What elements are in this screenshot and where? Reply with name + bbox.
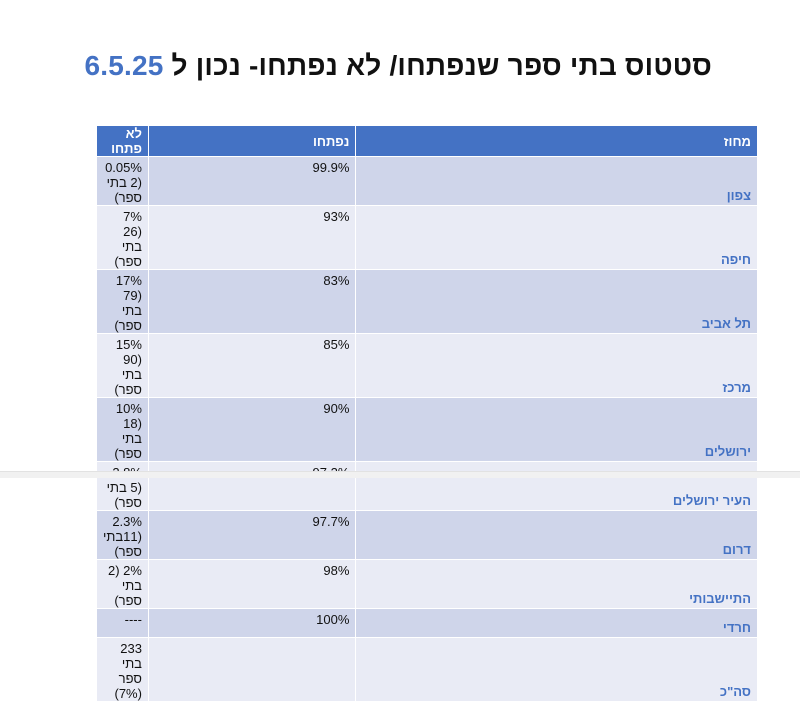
district-cell: סה"כ bbox=[356, 638, 757, 701]
table-row: צפון 99.9% 0.05% (2 בתי ספר) bbox=[97, 157, 758, 206]
not-opened-cell: 2.3% (11בתי ספר) bbox=[97, 511, 149, 560]
table-header-row: מחוז נפתחו לא פתחו bbox=[97, 126, 758, 157]
district-cell: מרכז bbox=[356, 334, 757, 398]
header-district: מחוז bbox=[356, 126, 757, 157]
opened-cell bbox=[148, 638, 355, 701]
table-row: מרכז 85% 15% (90 בתי ספר) bbox=[97, 334, 758, 398]
table-row: דרום 97.7% 2.3% (11בתי ספר) bbox=[97, 511, 758, 560]
district-cell: העיר ירושלים bbox=[356, 462, 757, 511]
not-opened-cell: 17% (79 בתי ספר) bbox=[97, 270, 149, 334]
district-cell: צפון bbox=[356, 157, 757, 206]
district-cell: התיישבותי bbox=[356, 560, 757, 609]
table-row-total: סה"כ 233 בתי ספר (7%) bbox=[97, 638, 758, 701]
bottom-bar bbox=[0, 471, 800, 478]
opened-cell: 100% bbox=[148, 609, 355, 638]
table-row: תל אביב 83% 17% (79 בתי ספר) bbox=[97, 270, 758, 334]
district-cell: תל אביב bbox=[356, 270, 757, 334]
header-not-opened: לא פתחו bbox=[97, 126, 149, 157]
table-row: חרדי 100% ---- bbox=[97, 609, 758, 638]
not-opened-cell: 15% (90 בתי ספר) bbox=[97, 334, 149, 398]
district-cell: דרום bbox=[356, 511, 757, 560]
not-opened-cell: 10% (18 בתי ספר) bbox=[97, 398, 149, 462]
header-opened: נפתחו bbox=[148, 126, 355, 157]
table-row: העיר ירושלים 97.2% 2.8%(5 בתי ספר) bbox=[97, 462, 758, 511]
not-opened-cell: 0.05% (2 בתי ספר) bbox=[97, 157, 149, 206]
opened-cell: 85% bbox=[148, 334, 355, 398]
opened-cell: 98% bbox=[148, 560, 355, 609]
not-opened-cell: 233 בתי ספר (7%) bbox=[97, 638, 149, 701]
not-opened-cell: ---- bbox=[97, 609, 149, 638]
not-opened-cell: 2% (2 בתי ספר) bbox=[97, 560, 149, 609]
district-cell: חרדי bbox=[356, 609, 757, 638]
opened-cell: 93% bbox=[148, 206, 355, 270]
table-row: חיפה 93% 7% (26 בתי ספר) bbox=[97, 206, 758, 270]
table-row: התיישבותי 98% 2% (2 בתי ספר) bbox=[97, 560, 758, 609]
slide-title: סטטוס בתי ספר שנפתחו/ לא נפתחו- נכון ל 6… bbox=[85, 50, 713, 82]
table-row: ירושלים 90% 10% (18 בתי ספר) bbox=[97, 398, 758, 462]
slide-title-text: סטטוס בתי ספר שנפתחו/ לא נפתחו- נכון ל bbox=[172, 50, 712, 81]
not-opened-cell: 2.8%(5 בתי ספר) bbox=[97, 462, 149, 511]
opened-cell: 99.9% bbox=[148, 157, 355, 206]
school-status-table: מחוז נפתחו לא פתחו צפון 99.9% 0.05% (2 ב… bbox=[96, 126, 757, 701]
district-cell: ירושלים bbox=[356, 398, 757, 462]
not-opened-cell: 7% (26 בתי ספר) bbox=[97, 206, 149, 270]
opened-cell: 90% bbox=[148, 398, 355, 462]
district-cell: חיפה bbox=[356, 206, 757, 270]
opened-cell: 97.2% bbox=[148, 462, 355, 511]
slide-title-date: 6.5.25 bbox=[85, 50, 164, 81]
opened-cell: 83% bbox=[148, 270, 355, 334]
opened-cell: 97.7% bbox=[148, 511, 355, 560]
